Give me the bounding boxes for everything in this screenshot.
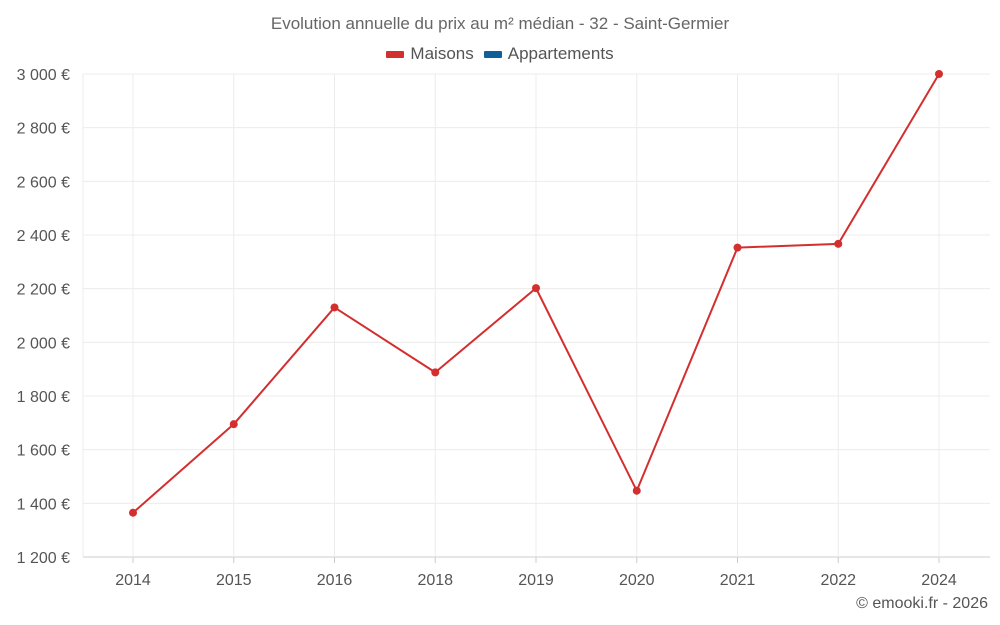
- y-tick-label: 2 200 €: [17, 282, 70, 299]
- data-point-maisons-2022: [834, 239, 843, 248]
- x-tick-label: 2021: [720, 572, 756, 589]
- legend-label-appartements: Appartements: [507, 44, 614, 63]
- data-point-maisons-2024: [935, 70, 943, 78]
- y-tick-label: 2 800 €: [17, 121, 70, 138]
- y-tick-label: 1 800 €: [17, 389, 70, 406]
- data-point-maisons-2021: [733, 243, 742, 252]
- legend-item-maisons[interactable]: Maisons: [386, 44, 474, 64]
- data-point-maisons-2019: [532, 284, 540, 293]
- x-tick-label: 2020: [619, 572, 655, 589]
- x-tick-label: 2022: [820, 572, 856, 589]
- x-tick-label: 2015: [216, 572, 252, 589]
- y-tick-label: 2 000 €: [17, 335, 70, 352]
- legend-item-appartements[interactable]: Appartements: [483, 44, 614, 64]
- x-tick-label: 2014: [115, 572, 151, 589]
- data-point-maisons-2014: [129, 508, 137, 517]
- data-point-maisons-2018: [431, 368, 440, 377]
- chart-title: Evolution annuelle du prix au m² médian …: [270, 14, 730, 33]
- x-tick-label: 2016: [317, 572, 353, 589]
- legend-label-maisons: Maisons: [410, 44, 474, 63]
- y-tick-label: 3 000 €: [17, 67, 70, 84]
- y-tick-label: 1 200 €: [17, 550, 70, 567]
- x-tick-label: 2024: [921, 572, 957, 589]
- credit-text: © emooki.fr - 2026: [856, 595, 988, 612]
- legend-swatch-maisons: [386, 50, 405, 58]
- y-tick-label: 2 600 €: [17, 174, 70, 191]
- data-point-maisons-2020: [632, 486, 641, 495]
- y-tick-label: 1 400 €: [17, 496, 70, 513]
- x-tick-label: 2018: [417, 572, 453, 589]
- data-point-maisons-2015: [229, 420, 238, 429]
- x-tick-label: 2019: [518, 572, 554, 589]
- y-tick-label: 2 400 €: [17, 228, 70, 245]
- legend-swatch-appartements: [483, 50, 502, 58]
- data-point-maisons-2016: [330, 303, 339, 312]
- y-tick-label: 1 600 €: [17, 443, 70, 460]
- chart-legend: Maisons Appartements: [0, 44, 1000, 64]
